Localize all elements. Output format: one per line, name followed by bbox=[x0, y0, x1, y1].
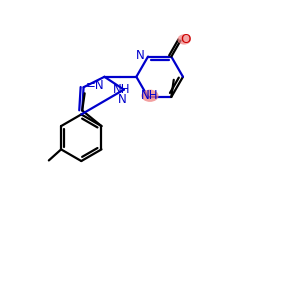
Text: N: N bbox=[136, 49, 145, 62]
Text: NH: NH bbox=[141, 89, 159, 102]
Text: NH: NH bbox=[113, 83, 130, 96]
Text: =N: =N bbox=[85, 79, 104, 92]
Text: O: O bbox=[181, 33, 191, 46]
Ellipse shape bbox=[177, 34, 191, 45]
Text: N: N bbox=[118, 93, 127, 106]
Ellipse shape bbox=[141, 90, 158, 102]
